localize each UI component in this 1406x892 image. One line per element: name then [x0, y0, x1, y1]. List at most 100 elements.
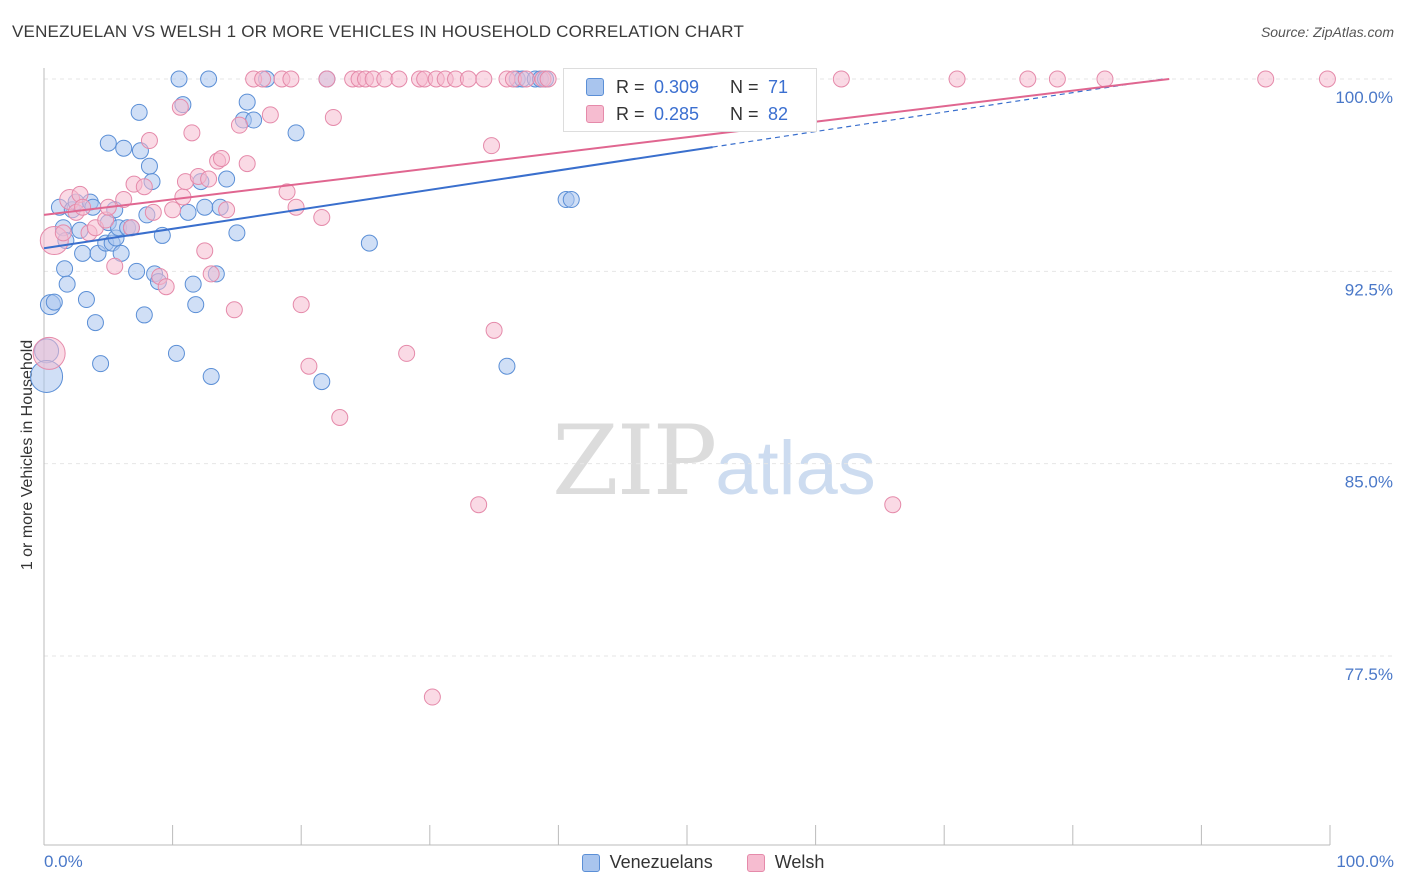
venezuelans-trend-extension: [712, 78, 1163, 148]
venezuelans-point: [167, 344, 185, 362]
venezuelans-point: [313, 373, 331, 391]
series-legend: Venezuelans Welsh: [0, 852, 1406, 873]
venezuelans-swatch: [586, 78, 604, 96]
welsh-point: [115, 191, 133, 209]
venezuelans-point: [99, 134, 117, 152]
x-axis-min-label: 0.0%: [44, 852, 83, 871]
venezuelans-point: [187, 296, 205, 314]
welsh-point: [32, 336, 66, 370]
welsh-point: [238, 155, 256, 173]
venezuelans-legend-label: Venezuelans: [609, 852, 713, 872]
welsh-point: [318, 70, 336, 88]
welsh-point: [54, 224, 72, 242]
venezuelans-point: [58, 275, 76, 293]
welsh-point: [300, 357, 318, 375]
watermark-atlas: atlas: [715, 426, 876, 511]
x-axis-max-label: 100.0%: [1336, 852, 1394, 871]
welsh-point: [398, 344, 416, 362]
welsh-legend-label: Welsh: [774, 852, 825, 872]
welsh-point: [539, 70, 557, 88]
venezuelans-point: [196, 198, 214, 216]
venezuelans-point: [245, 111, 263, 129]
welsh-point: [200, 170, 218, 188]
chart-title: VENEZUELAN VS WELSH 1 OR MORE VEHICLES I…: [12, 22, 745, 41]
welsh-point: [459, 70, 477, 88]
venezuelans-point: [200, 70, 218, 88]
welsh-legend-swatch: [746, 853, 765, 872]
venezuelans-point: [92, 355, 110, 373]
venezuelans-point: [218, 170, 236, 188]
welsh-point: [884, 496, 902, 514]
venezuelans-n-value: 71: [768, 76, 789, 97]
venezuelans-point: [238, 93, 256, 111]
welsh-point: [1048, 70, 1066, 88]
welsh-point: [106, 257, 124, 275]
y-tick-label: 92.5%: [1345, 280, 1393, 299]
welsh-points: [32, 70, 1336, 706]
legend-r-label: R =: [616, 103, 645, 124]
venezuelans-point: [287, 124, 305, 142]
welsh-point: [212, 149, 230, 167]
y-tick-label: 77.5%: [1345, 665, 1393, 684]
legend-n-label: N =: [730, 76, 759, 97]
welsh-point: [164, 201, 182, 219]
tick-labels: 77.5% 85.0% 92.5% 100.0%: [1335, 88, 1393, 684]
venezuelans-point: [498, 357, 516, 375]
welsh-point: [254, 70, 272, 88]
welsh-point: [483, 137, 501, 155]
welsh-point: [74, 198, 92, 216]
welsh-r-value: 0.285: [654, 103, 700, 124]
venezuelans-trend-line: [43, 146, 713, 250]
welsh-trend-line: [43, 78, 1170, 216]
welsh-point: [218, 201, 236, 219]
welsh-point: [282, 70, 300, 88]
venezuelans-point: [562, 191, 580, 209]
welsh-swatch: [586, 105, 604, 123]
venezuelans-point: [77, 291, 95, 309]
welsh-point: [390, 70, 408, 88]
venezuelans-point: [135, 306, 153, 324]
venezuelans-point: [179, 203, 197, 221]
welsh-point: [423, 688, 441, 706]
watermark: ZIPatlas: [552, 405, 876, 517]
welsh-point: [140, 132, 158, 150]
y-tick-label: 85.0%: [1345, 473, 1393, 492]
welsh-point: [171, 98, 189, 116]
welsh-point: [278, 183, 296, 201]
venezuelans-point: [128, 262, 146, 280]
venezuelans-point: [170, 70, 188, 88]
venezuelans-point: [184, 275, 202, 293]
welsh-n-value: 82: [768, 103, 789, 124]
venezuelans-point: [130, 103, 148, 121]
welsh-point: [157, 278, 175, 296]
welsh-point: [1318, 70, 1336, 88]
welsh-point: [225, 301, 243, 319]
trend-lines: [43, 78, 1170, 250]
welsh-point: [470, 496, 488, 514]
welsh-point: [1019, 70, 1037, 88]
venezuelans-point: [56, 260, 74, 278]
venezuelans-point: [360, 234, 378, 252]
welsh-point: [832, 70, 850, 88]
axes: [43, 68, 1331, 846]
welsh-point: [1096, 70, 1114, 88]
legend-item-welsh[interactable]: Welsh: [746, 852, 825, 873]
venezuelans-point: [74, 244, 92, 262]
welsh-point: [475, 70, 493, 88]
source-credit: Source: ZipAtlas.com: [1260, 24, 1394, 40]
venezuelans-point: [228, 224, 246, 242]
venezuelans-point: [140, 157, 158, 175]
welsh-point: [485, 321, 503, 339]
welsh-point: [202, 265, 220, 283]
legend-n-label: N =: [730, 103, 759, 124]
venezuelans-point: [45, 293, 63, 311]
welsh-point: [331, 409, 349, 427]
legend-item-venezuelans[interactable]: Venezuelans: [581, 852, 713, 873]
venezuelans-point: [202, 367, 220, 385]
welsh-point: [196, 242, 214, 260]
venezuelans-point: [115, 139, 133, 157]
welsh-point: [517, 70, 535, 88]
stats-legend: R = 0.309 N = 71 R = 0.285 N = 82: [563, 68, 817, 132]
welsh-point: [135, 178, 153, 196]
welsh-point: [324, 108, 342, 126]
